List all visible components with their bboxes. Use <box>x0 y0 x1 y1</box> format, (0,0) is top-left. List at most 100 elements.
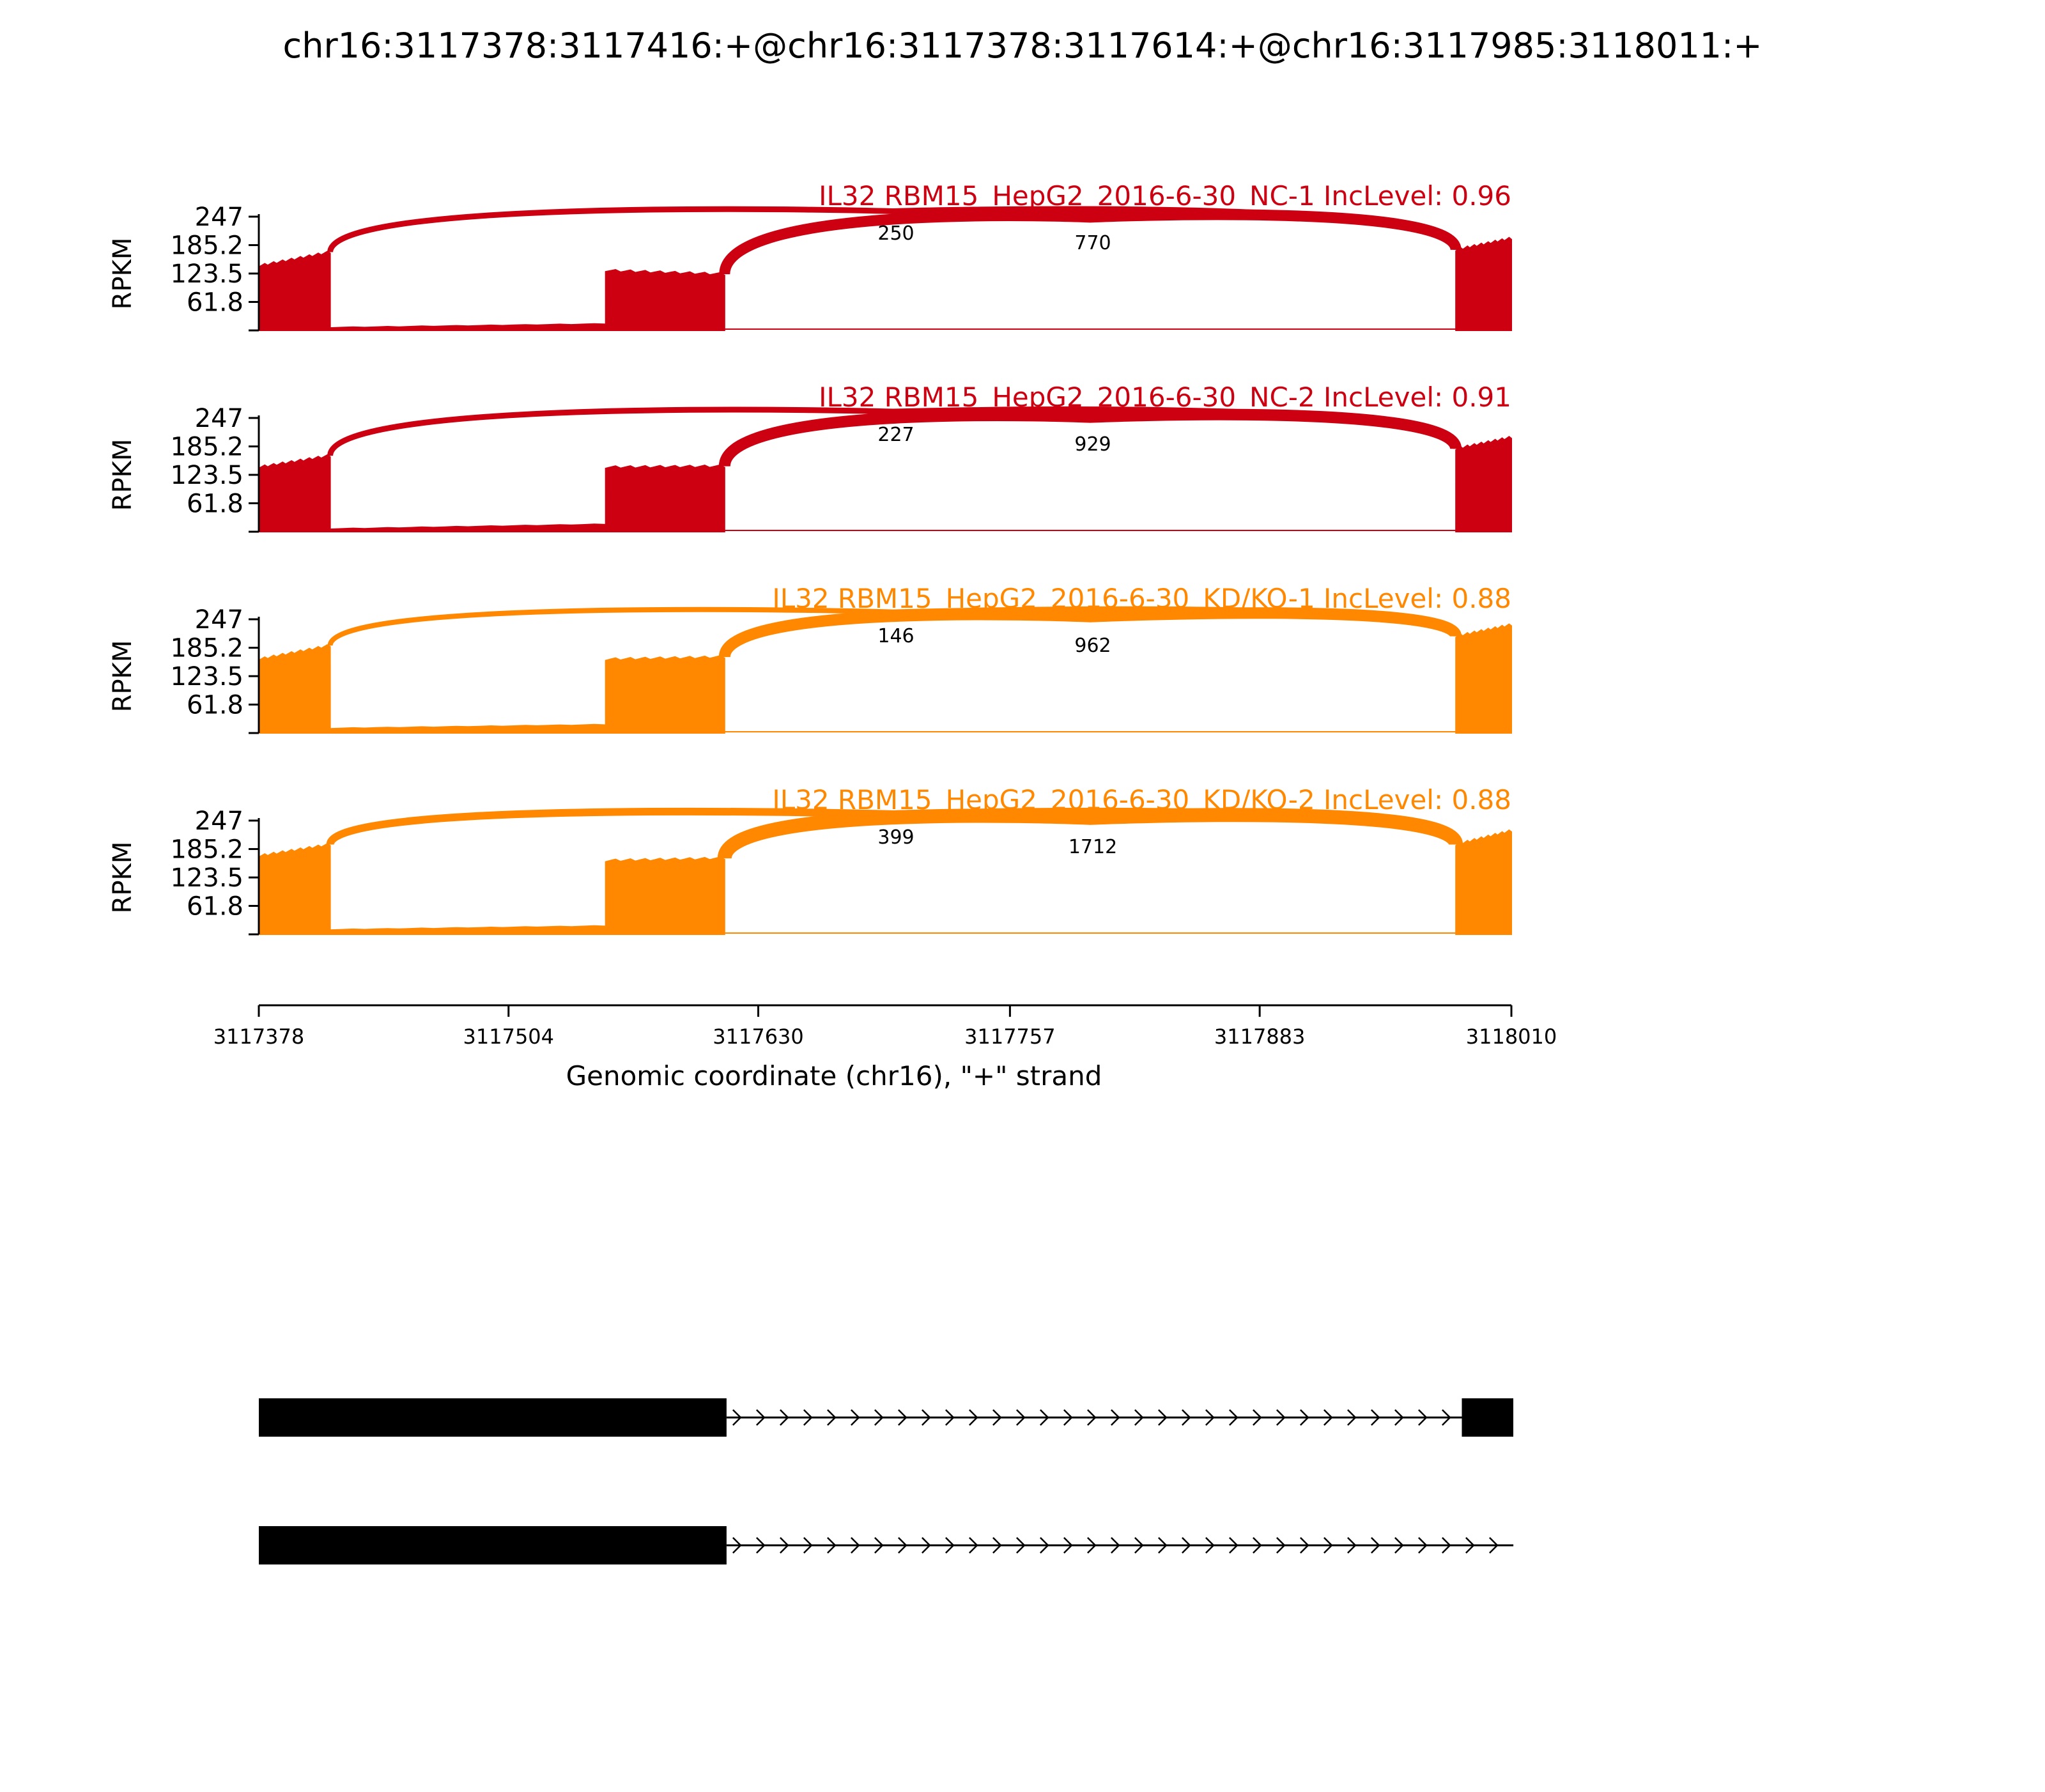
strand-arrow <box>1016 1409 1026 1426</box>
junction-label-bg <box>1058 230 1128 256</box>
strand-arrow <box>1111 1537 1120 1554</box>
junction-label: 770 <box>1074 232 1111 254</box>
coverage-area-intron1 <box>329 723 606 734</box>
strand-arrow <box>1205 1537 1215 1554</box>
strand-arrow <box>1229 1537 1239 1554</box>
strand-arrow <box>1087 1537 1097 1554</box>
strand-arrow <box>1489 1537 1499 1554</box>
figure-title: chr16:3117378:3117416:+@chr16:3117378:31… <box>282 26 1763 66</box>
coverage-area-intron1 <box>329 323 606 331</box>
strand-arrow <box>780 1537 789 1554</box>
y-tick-label: 185.2 <box>170 231 243 261</box>
exon-block <box>259 1398 727 1437</box>
strand-arrow <box>1016 1537 1026 1554</box>
strand-arrow <box>1253 1409 1262 1426</box>
strand-arrow <box>1276 1537 1286 1554</box>
junction-arc <box>718 607 1462 659</box>
strand-arrow <box>1442 1537 1451 1554</box>
junction-label: 1712 <box>1069 836 1117 858</box>
coverage-area-exon2 <box>605 268 725 331</box>
y-axis-label: RPKM <box>108 439 137 511</box>
strand-arrow <box>1229 1409 1239 1426</box>
junction-label-bg <box>861 623 931 649</box>
strand-arrow <box>1394 1409 1404 1426</box>
strand-arrow <box>1134 1537 1144 1554</box>
junction-label: 250 <box>877 222 914 245</box>
transcript-model <box>259 1526 1514 1564</box>
panel-label: IL32 RBM15_HepG2_2016-6-30_KD/KO-2 IncLe… <box>772 784 1511 815</box>
strand-arrow <box>732 1409 742 1426</box>
strand-arrow <box>992 1409 1002 1426</box>
coverage-area-exon1 <box>258 644 331 734</box>
strand-arrow <box>1063 1537 1073 1554</box>
sashimi-panel: 146 962 IL32 RBM15_HepG2_2016-6-30_KD/KO-1… <box>108 583 1512 734</box>
x-tick-label: 3117504 <box>463 1024 555 1049</box>
coverage-area-exon1 <box>258 251 331 331</box>
junction-label-bg <box>1058 834 1128 860</box>
y-axis-label: RPKM <box>108 238 137 310</box>
y-tick-label: 61.8 <box>187 489 243 518</box>
y-tick-label: 185.2 <box>170 433 243 462</box>
coverage-area-exon3 <box>1455 623 1512 734</box>
strand-arrow <box>1158 1537 1168 1554</box>
junction-label: 929 <box>1074 433 1111 456</box>
strand-arrow <box>1347 1409 1357 1426</box>
strand-arrow <box>992 1537 1002 1554</box>
y-axis-label: RPKM <box>108 640 137 713</box>
y-tick-label: 247 <box>195 807 243 836</box>
strand-arrow <box>898 1537 907 1554</box>
strand-arrow <box>1182 1409 1191 1426</box>
strand-arrow <box>1182 1537 1191 1554</box>
strand-arrow <box>756 1409 766 1426</box>
strand-arrow <box>756 1537 766 1554</box>
strand-arrow <box>851 1409 860 1426</box>
x-axis-label: Genomic coordinate (chr16), "+" strand <box>566 1060 1102 1092</box>
strand-arrow <box>898 1409 907 1426</box>
coverage-area-intron1 <box>329 523 606 532</box>
strand-arrow <box>922 1409 931 1426</box>
sashimi-panel: 399 1712 IL32 RBM15_HepG2_2016-6-30_KD/KO-… <box>108 784 1512 936</box>
strand-arrow <box>874 1537 884 1554</box>
strand-arrow <box>1205 1409 1215 1426</box>
y-axis-label: RPKM <box>108 842 137 914</box>
strand-arrow <box>1300 1537 1309 1554</box>
sashimi-panel: 227 929 IL32 RBM15_HepG2_2016-6-30_NC-2 In… <box>108 382 1512 533</box>
y-tick-label: 61.8 <box>187 892 243 921</box>
coverage-area-exon2 <box>605 655 725 734</box>
strand-arrow <box>1394 1537 1404 1554</box>
junction-label-bg <box>1058 431 1128 457</box>
strand-arrow <box>945 1537 955 1554</box>
y-tick-label: 61.8 <box>187 690 243 720</box>
strand-arrow <box>827 1409 837 1426</box>
junction-arc <box>717 808 1463 860</box>
strand-arrow <box>922 1537 931 1554</box>
strand-arrow <box>874 1409 884 1426</box>
strand-arrow <box>1087 1409 1097 1426</box>
strand-arrow <box>803 1409 813 1426</box>
strand-arrow <box>1323 1537 1333 1554</box>
y-tick-label: 185.2 <box>170 634 243 663</box>
x-tick-label: 3117630 <box>713 1024 804 1049</box>
strand-arrow <box>1040 1537 1049 1554</box>
x-tick-label: 3118010 <box>1466 1024 1557 1049</box>
strand-arrow <box>1465 1537 1475 1554</box>
y-tick-label: 61.8 <box>187 288 243 317</box>
junction-label: 146 <box>877 625 914 647</box>
junction-arc <box>718 408 1462 468</box>
strand-arrow <box>1111 1409 1120 1426</box>
junction-label-bg <box>1058 633 1128 658</box>
junction-arc <box>719 209 1462 275</box>
coverage-area-exon3 <box>1455 236 1512 331</box>
y-tick-label: 123.5 <box>170 863 243 893</box>
strand-arrow <box>1300 1409 1309 1426</box>
x-tick-label: 3117883 <box>1214 1024 1306 1049</box>
y-tick-label: 123.5 <box>170 259 243 289</box>
junction-label-bg <box>861 824 931 850</box>
exon-block <box>1462 1398 1513 1437</box>
strand-arrow <box>803 1537 813 1554</box>
junction-label: 962 <box>1074 635 1111 657</box>
y-tick-label: 247 <box>195 203 243 232</box>
strand-arrow <box>1371 1409 1380 1426</box>
strand-arrow <box>1347 1537 1357 1554</box>
